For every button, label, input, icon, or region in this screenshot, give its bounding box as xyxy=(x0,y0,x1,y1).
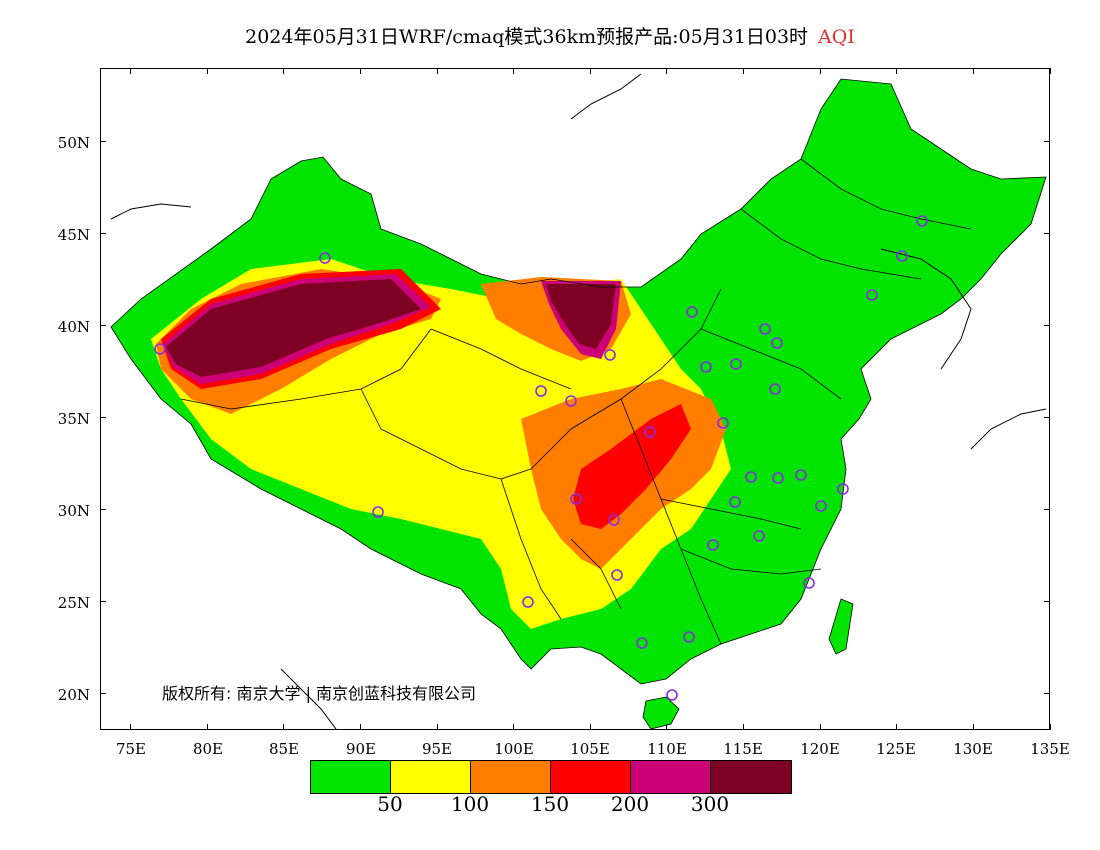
y-tick-mark xyxy=(100,508,106,510)
legend-swatch-4 xyxy=(631,761,711,793)
x-tick-label: 105E xyxy=(570,740,610,758)
x-tick-label: 125E xyxy=(876,740,916,758)
region-aqi-green-hainan xyxy=(642,696,680,729)
station-markers xyxy=(154,215,928,701)
x-tick-label: 95E xyxy=(421,740,453,758)
map-frame[interactable] xyxy=(100,68,1050,730)
y-tick-mark xyxy=(1044,692,1050,694)
x-tick-mark xyxy=(283,68,285,74)
x-tick-label: 85E xyxy=(268,740,300,758)
x-tick-mark xyxy=(1049,68,1051,74)
x-tick-mark xyxy=(130,68,132,74)
y-tick-label: 45N xyxy=(57,226,90,244)
x-tick-mark xyxy=(896,68,898,74)
legend-swatch-3 xyxy=(551,761,631,793)
y-tick-mark xyxy=(100,141,106,143)
map-title: 2024年05月31日WRF/cmaq模式36km预报产品:05月31日03时 A… xyxy=(0,22,1100,49)
legend-label: 100 xyxy=(450,792,490,816)
y-tick-mark xyxy=(1044,233,1050,234)
x-tick-label: 80E xyxy=(192,740,224,758)
legend-label: 200 xyxy=(610,792,650,816)
coastlines xyxy=(110,73,1047,729)
province-boundaries xyxy=(110,78,1047,685)
region-aqi-green-taiwan xyxy=(828,598,854,655)
x-tick-mark xyxy=(972,724,974,730)
y-tick-label: 40N xyxy=(57,318,90,336)
x-tick-mark xyxy=(666,724,668,730)
x-tick-mark xyxy=(743,724,745,730)
y-tick-mark xyxy=(100,324,106,326)
x-tick-mark xyxy=(896,724,898,730)
x-tick-mark xyxy=(130,724,132,730)
legend-swatch-5 xyxy=(711,761,791,793)
region-aqi-maroon-taklamakan xyxy=(166,279,421,377)
y-tick-mark xyxy=(1044,600,1050,602)
y-tick-label: 25N xyxy=(57,594,90,612)
x-tick-mark xyxy=(589,68,591,74)
x-tick-mark xyxy=(359,724,361,730)
aqi-color-legend xyxy=(310,760,792,794)
x-tick-label: 135E xyxy=(1030,740,1070,758)
x-tick-mark xyxy=(972,68,974,74)
x-tick-label: 120E xyxy=(800,740,840,758)
y-tick-mark xyxy=(1044,324,1050,326)
legend-label: 300 xyxy=(690,792,730,816)
region-aqi-maroon-alxa xyxy=(546,284,616,349)
x-tick-mark xyxy=(513,68,515,74)
x-tick-mark xyxy=(206,724,208,730)
title-variable: AQI xyxy=(818,26,855,48)
x-tick-mark xyxy=(819,68,821,74)
region-aqi-red xyxy=(573,404,691,529)
map-canvas xyxy=(110,73,1047,729)
title-main: 2024年05月31日WRF/cmaq模式36km预报产品:05月31日03时 xyxy=(245,26,809,48)
x-tick-label: 110E xyxy=(647,740,687,758)
y-tick-mark xyxy=(100,416,106,418)
x-tick-mark xyxy=(666,68,668,74)
x-tick-mark xyxy=(283,724,285,730)
copyright-text: 版权所有: 南京大学 | 南京创蓝科技有限公司 xyxy=(162,684,477,703)
y-tick-mark xyxy=(100,600,106,602)
legend-swatch-2 xyxy=(471,761,551,793)
y-tick-mark xyxy=(1044,416,1050,418)
x-tick-label: 130E xyxy=(953,740,993,758)
y-tick-label: 50N xyxy=(57,134,90,152)
x-tick-mark xyxy=(436,68,438,74)
y-tick-label: 20N xyxy=(57,686,90,704)
legend-label: 150 xyxy=(530,792,570,816)
x-tick-mark xyxy=(743,68,745,74)
x-tick-label: 90E xyxy=(345,740,377,758)
y-tick-label: 35N xyxy=(57,410,90,428)
x-tick-label: 100E xyxy=(494,740,534,758)
legend-label: 50 xyxy=(377,792,403,816)
legend-swatch-1 xyxy=(391,761,471,793)
x-tick-mark xyxy=(206,68,208,74)
x-tick-mark xyxy=(513,724,515,730)
x-tick-mark xyxy=(1049,724,1051,730)
legend-swatch-0 xyxy=(311,761,391,793)
x-tick-mark xyxy=(359,68,361,74)
y-tick-mark xyxy=(1044,141,1050,143)
y-tick-mark xyxy=(100,233,106,234)
y-tick-mark xyxy=(1044,508,1050,510)
x-tick-mark xyxy=(589,724,591,730)
x-tick-label: 75E xyxy=(115,740,147,758)
x-tick-label: 115E xyxy=(723,740,763,758)
x-tick-mark xyxy=(436,724,438,730)
y-tick-label: 30N xyxy=(57,502,90,520)
y-tick-mark xyxy=(100,692,106,694)
x-tick-mark xyxy=(819,724,821,730)
